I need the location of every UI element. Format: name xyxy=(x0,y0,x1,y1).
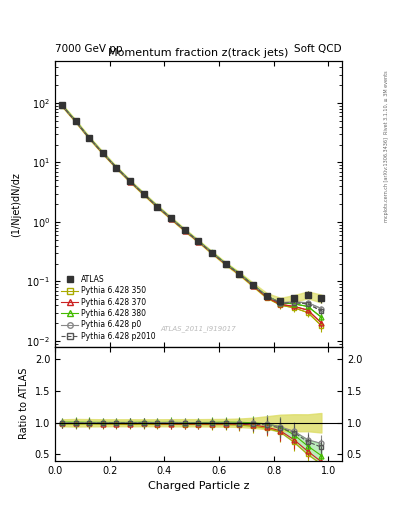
Text: ATLAS_2011_I919017: ATLAS_2011_I919017 xyxy=(161,326,236,332)
Text: mcplots.cern.ch [arXiv:1306.3436]: mcplots.cern.ch [arXiv:1306.3436] xyxy=(384,137,389,222)
Title: Momentum fraction z(track jets): Momentum fraction z(track jets) xyxy=(108,48,288,58)
X-axis label: Charged Particle z: Charged Particle z xyxy=(148,481,249,491)
Text: Rivet 3.1.10, ≥ 3M events: Rivet 3.1.10, ≥ 3M events xyxy=(384,71,389,134)
Legend: ATLAS, Pythia 6.428 350, Pythia 6.428 370, Pythia 6.428 380, Pythia 6.428 p0, Py: ATLAS, Pythia 6.428 350, Pythia 6.428 37… xyxy=(59,273,158,343)
Text: Soft QCD: Soft QCD xyxy=(294,44,342,54)
Text: 7000 GeV pp: 7000 GeV pp xyxy=(55,44,123,54)
Y-axis label: (1/Njet)dN/dz: (1/Njet)dN/dz xyxy=(11,172,21,237)
Y-axis label: Ratio to ATLAS: Ratio to ATLAS xyxy=(19,368,29,439)
